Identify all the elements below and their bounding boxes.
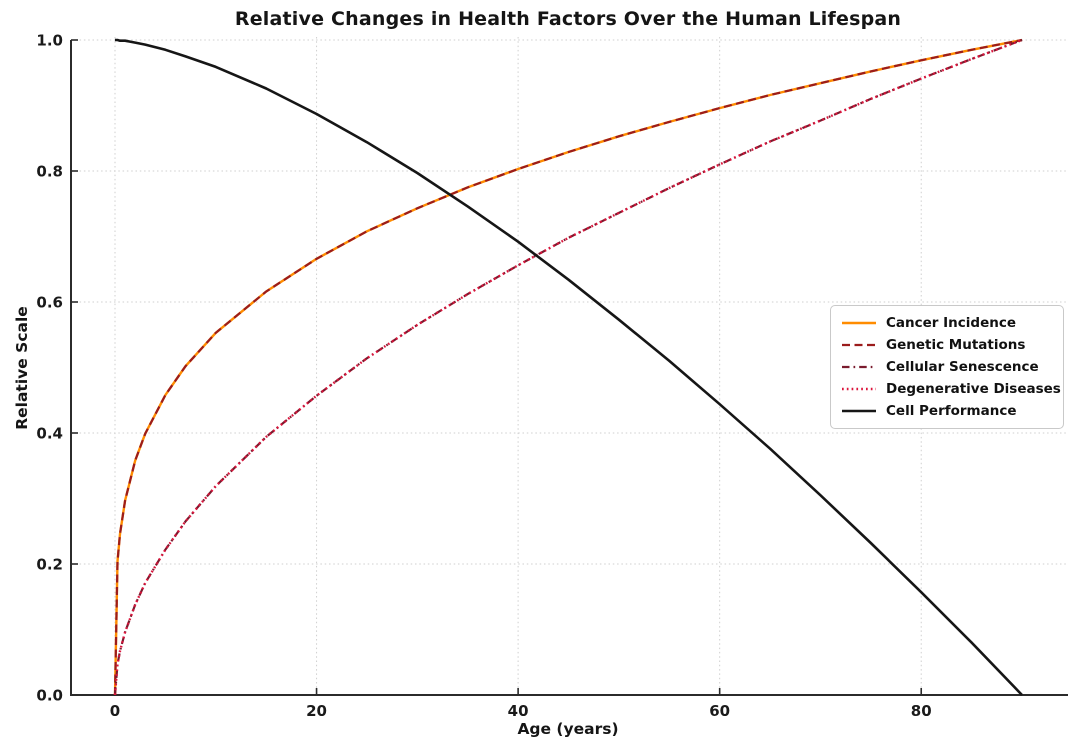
- x-axis-label: Age (years): [517, 720, 619, 738]
- legend-label: Genetic Mutations: [886, 337, 1026, 353]
- y-tick-label: 1.0: [36, 32, 63, 50]
- x-tick-label: 0: [110, 702, 120, 720]
- x-tick-label: 40: [508, 702, 529, 720]
- y-tick-label: 0.4: [36, 425, 63, 443]
- y-tick-label: 0.0: [36, 687, 63, 705]
- series-cell-performance: [115, 38, 1023, 696]
- legend-line-swatch: [842, 409, 876, 413]
- legend-line-swatch: [842, 343, 876, 347]
- x-tick-label: 80: [911, 702, 932, 720]
- y-tick-label: 0.2: [36, 556, 63, 574]
- x-tick-label: 60: [709, 702, 730, 720]
- series-cellular-senescence: [113, 38, 1023, 696]
- legend-line-swatch: [842, 365, 876, 369]
- legend: Cancer Incidence Genetic Mutations Cellula…: [830, 305, 1064, 429]
- legend-item-cell-performance: Cell Performance: [841, 402, 1053, 420]
- legend-line-swatch: [842, 387, 876, 391]
- chart-title: Relative Changes in Health Factors Over …: [234, 8, 902, 30]
- legend-item-genetic-mutations: Genetic Mutations: [841, 336, 1053, 354]
- legend-label: Degenerative Diseases: [886, 381, 1061, 397]
- legend-item-cellular-senescence: Cellular Senescence: [841, 358, 1053, 376]
- x-tick-label: 20: [306, 702, 327, 720]
- legend-label: Cell Performance: [886, 403, 1017, 419]
- legend-item-degenerative-diseases: Degenerative Diseases: [841, 380, 1061, 398]
- series-genetic-mutations: [113, 38, 1023, 696]
- y-tick-label: 0.8: [36, 163, 63, 181]
- legend-line-swatch: [842, 321, 876, 325]
- legend-item-cancer-incidence: Cancer Incidence: [841, 314, 1053, 332]
- series-degenerative-diseases: [113, 38, 1023, 696]
- y-axis-label: Relative Scale: [13, 306, 31, 430]
- legend-label: Cancer Incidence: [886, 315, 1016, 331]
- legend-label: Cellular Senescence: [886, 359, 1039, 375]
- y-tick-label: 0.6: [36, 294, 63, 312]
